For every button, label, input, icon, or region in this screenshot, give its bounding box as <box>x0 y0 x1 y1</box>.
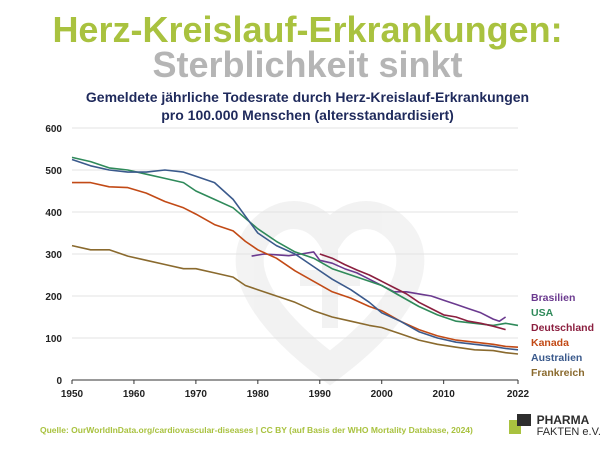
y-tick-label: 200 <box>45 292 62 303</box>
series-line-australien <box>71 158 519 351</box>
logo-mark-icon <box>508 414 531 434</box>
x-tick-label: 2000 <box>371 389 394 400</box>
pharma-fakten-logo: PHARMA FAKTEN e.V. <box>508 413 601 438</box>
legend-item-australien: Australien <box>531 352 582 364</box>
legend-item-usa: USA <box>531 307 554 319</box>
x-tick-label: 1950 <box>61 389 84 400</box>
chart-title-line2: pro 100.000 Menschen (altersstandardisie… <box>161 107 454 123</box>
x-tick-label: 2022 <box>507 389 530 400</box>
legend-item-kanada: Kanada <box>531 337 569 349</box>
chart-title: Gemeldete jährliche Todesrate durch Herz… <box>0 88 615 124</box>
logo-line2: FAKTEN e.V. <box>536 426 601 438</box>
series-line-usa <box>71 156 519 327</box>
x-tick-label: 1980 <box>247 389 270 400</box>
y-tick-label: 500 <box>45 166 62 177</box>
main-title: Herz-Kreislauf-Erkrankungen: <box>52 9 563 50</box>
legend: Brasilien USA Deutschland Kanada Australien F… <box>531 292 594 379</box>
source-note: Quelle: OurWorldInData.org/cardiovascula… <box>40 425 473 435</box>
logo-line1: PHARMA <box>536 413 590 427</box>
series-line-frankreich <box>71 244 519 355</box>
legend-item-brasilien: Brasilien <box>531 292 575 304</box>
series-line-kanada <box>72 181 519 348</box>
y-tick-label: 100 <box>45 334 62 345</box>
main-subtitle: Sterblichkeit sinkt <box>152 44 463 85</box>
heart-watermark-icon <box>235 201 425 386</box>
x-tick-label: 1990 <box>309 389 332 400</box>
legend-item-deutschland: Deutschland <box>531 322 594 334</box>
series-group <box>71 156 519 355</box>
y-tick-label: 0 <box>56 376 62 387</box>
x-tick-label: 1960 <box>123 389 146 400</box>
series-line-deutschland <box>319 253 506 331</box>
legend-item-frankreich: Frankreich <box>531 367 585 379</box>
chart-title-line1: Gemeldete jährliche Todesrate durch Herz… <box>85 89 530 105</box>
line-chart: 0 100 200 300 400 500 600 1950 1960 1970 1980 1990 2… <box>45 124 594 400</box>
y-tick-label: 400 <box>45 208 62 219</box>
y-tick-label: 600 <box>45 124 62 135</box>
x-tick-label: 1970 <box>185 389 208 400</box>
y-tick-label: 300 <box>45 250 62 261</box>
x-tick-label: 2010 <box>433 389 456 400</box>
axes: 0 100 200 300 400 500 600 1950 1960 1970 1980 1990 2… <box>45 124 529 400</box>
